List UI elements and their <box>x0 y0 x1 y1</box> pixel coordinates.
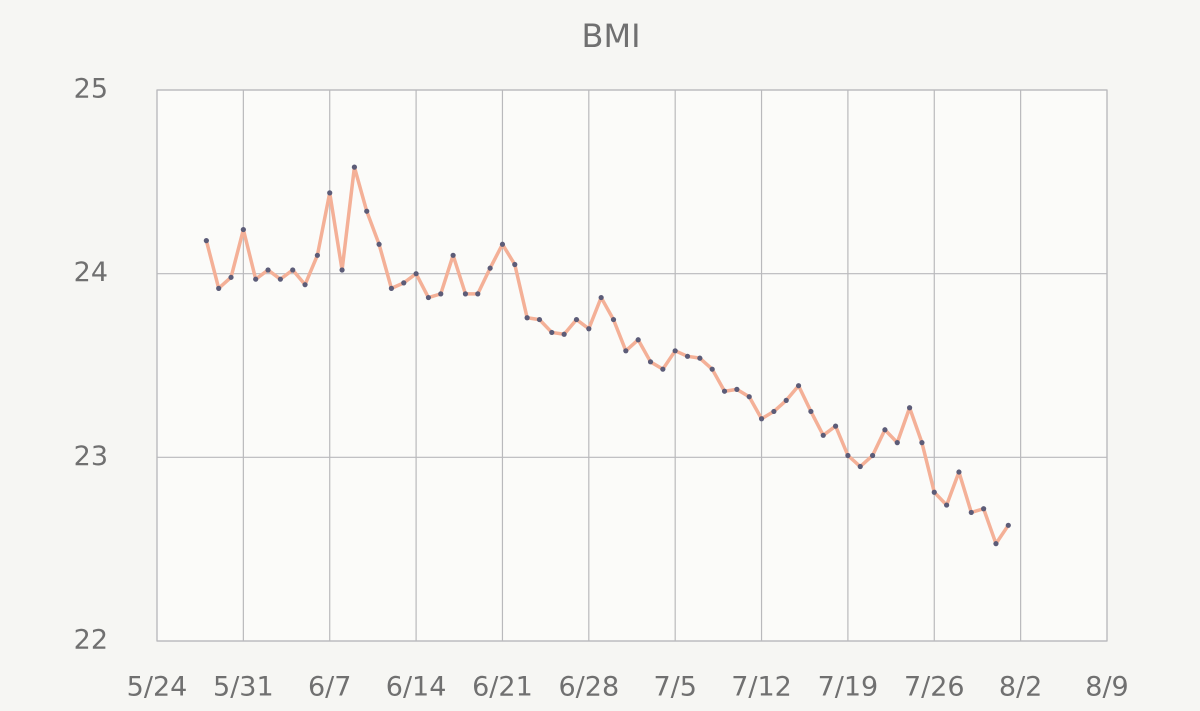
data-point <box>573 316 580 323</box>
data-point <box>598 294 604 301</box>
data-point <box>944 502 950 508</box>
data-point <box>450 252 456 258</box>
data-point <box>771 408 777 415</box>
x-tick-label: 8/2 <box>999 672 1042 703</box>
data-point <box>228 274 234 280</box>
data-point <box>413 271 419 277</box>
data-point <box>253 276 259 282</box>
data-point <box>524 315 530 321</box>
data-point <box>919 440 925 446</box>
data-point <box>721 388 728 394</box>
data-point <box>660 366 666 372</box>
data-point <box>857 463 863 470</box>
data-point <box>956 469 962 475</box>
data-line <box>204 165 1010 546</box>
data-point <box>487 265 493 271</box>
data-point <box>462 291 469 297</box>
data-point <box>783 397 789 403</box>
y-tick-label: 23 <box>74 441 108 472</box>
x-tick-label: 8/9 <box>1085 672 1128 703</box>
data-point <box>475 291 481 297</box>
data-point <box>425 294 432 301</box>
x-tick-label: 7/19 <box>818 672 879 703</box>
data-point <box>499 241 506 247</box>
data-point <box>549 329 555 336</box>
data-point <box>265 267 271 273</box>
data-point <box>586 326 592 332</box>
plot-area <box>156 89 1108 642</box>
y-tick-label: 24 <box>74 257 108 288</box>
data-point <box>277 276 283 282</box>
x-tick-label: 7/12 <box>731 672 792 703</box>
data-point <box>302 282 308 288</box>
data-point <box>931 489 937 495</box>
data-point <box>376 241 382 247</box>
data-point <box>758 416 765 422</box>
data-point <box>339 267 345 273</box>
data-point <box>364 208 370 214</box>
data-point <box>388 285 395 291</box>
data-point <box>709 366 715 372</box>
data-point <box>820 432 826 438</box>
data-point <box>351 164 358 170</box>
data-point <box>438 291 444 297</box>
x-tick-label: 7/26 <box>904 672 965 703</box>
data-point <box>610 316 617 323</box>
data-point <box>536 316 543 323</box>
data-point <box>968 509 974 516</box>
data-point <box>993 541 999 547</box>
data-point <box>832 423 839 429</box>
data-point <box>203 238 209 244</box>
x-tick-label: 5/24 <box>127 672 188 703</box>
data-point <box>401 280 407 286</box>
data-point <box>808 408 814 415</box>
data-point <box>734 386 740 392</box>
data-point <box>240 226 246 233</box>
y-tick-label: 22 <box>74 625 108 656</box>
y-tick-label: 25 <box>74 74 108 105</box>
data-point <box>561 331 567 337</box>
chart-title: BMI <box>582 17 641 55</box>
data-point <box>327 190 333 196</box>
data-point <box>882 427 888 433</box>
data-point <box>746 394 752 400</box>
data-point <box>869 452 876 459</box>
data-point <box>647 359 654 365</box>
data-point <box>672 348 678 354</box>
data-point <box>216 285 222 291</box>
data-point <box>795 383 802 389</box>
x-tick-label: 6/14 <box>386 672 447 703</box>
data-point <box>684 353 691 359</box>
data-point <box>290 267 296 273</box>
data-point <box>697 355 703 361</box>
x-tick-label: 6/28 <box>558 672 619 703</box>
x-tick-label: 7/5 <box>653 672 696 703</box>
data-point <box>512 261 518 268</box>
data-point <box>981 506 987 512</box>
data-point <box>1005 522 1011 528</box>
x-tick-label: 5/31 <box>213 672 274 703</box>
x-tick-label: 6/21 <box>472 672 533 703</box>
x-tick-label: 6/7 <box>308 672 351 703</box>
data-point <box>314 252 320 258</box>
data-point <box>894 440 900 446</box>
data-point <box>623 348 629 354</box>
data-point <box>906 405 913 411</box>
data-point <box>635 337 641 343</box>
data-point <box>845 452 851 459</box>
